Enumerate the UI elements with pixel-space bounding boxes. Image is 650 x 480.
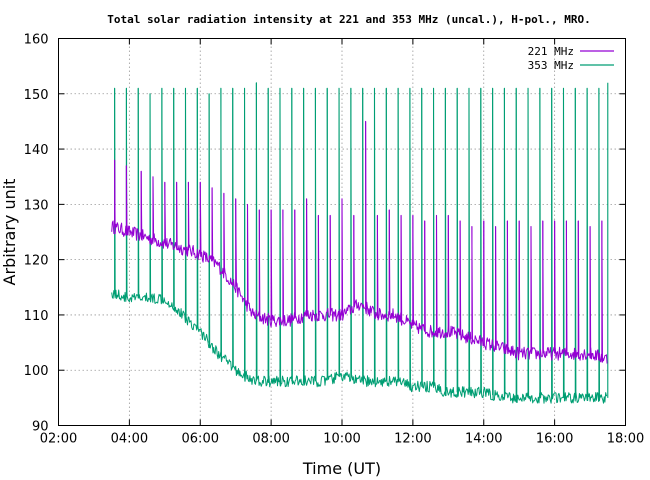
x-tick-label: 06:00 <box>182 432 219 447</box>
y-tick-label: 100 <box>24 364 49 379</box>
x-tick-label: 16:00 <box>536 432 573 447</box>
legend-label: 353 MHz <box>528 59 574 72</box>
chart-title: Total solar radiation intensity at 221 a… <box>107 13 590 26</box>
series-221-mhz <box>111 120 608 364</box>
x-tick-label: 04:00 <box>111 432 148 447</box>
y-tick-label: 120 <box>24 254 49 269</box>
y-tick-label: 90 <box>32 420 49 435</box>
y-tick-label: 110 <box>24 309 49 324</box>
x-tick-label: 12:00 <box>394 432 431 447</box>
x-tick-label: 18:00 <box>607 432 644 447</box>
x-axis-label: Time (UT) <box>302 459 381 478</box>
y-tick-label: 160 <box>24 33 49 48</box>
ticks: 02:00 04:00 06:00 08:00 10:00 12:00 14:00 16:00… <box>24 33 645 447</box>
x-tick-label: 10:00 <box>323 432 360 447</box>
x-tick-label: 02:00 <box>40 432 77 447</box>
series-line <box>111 82 608 404</box>
series-layer <box>111 82 609 404</box>
x-tick-label: 14:00 <box>465 432 502 447</box>
y-tick-label: 150 <box>24 88 49 103</box>
y-tick-label: 140 <box>24 143 49 158</box>
series-353-mhz <box>111 82 609 404</box>
y-tick-label: 130 <box>24 198 49 213</box>
y-axis-label: Arbitrary unit <box>0 179 19 286</box>
legend-label: 221 MHz <box>528 45 574 58</box>
series-line <box>111 120 608 364</box>
x-tick-label: 08:00 <box>252 432 289 447</box>
